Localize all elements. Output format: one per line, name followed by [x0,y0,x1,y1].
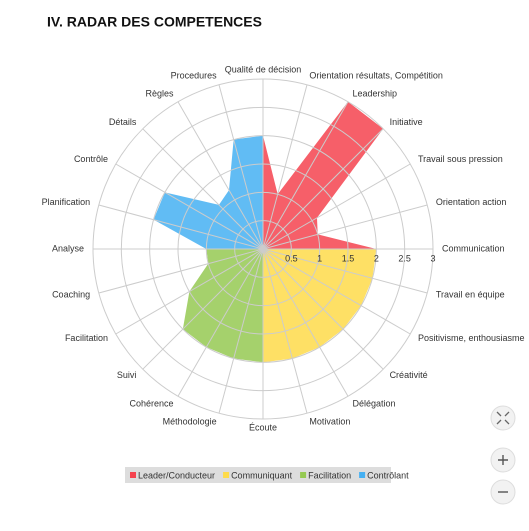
category-label: Orientation action [436,197,507,207]
spoke [142,128,264,250]
spoke [177,248,264,397]
category-label: Planification [42,197,91,207]
zoom-in-icon [498,455,508,465]
category-label: Orientation résultats, Compétition [309,70,443,80]
spoke [98,248,264,294]
category-label: Écoute [249,422,277,432]
spoke [218,248,264,414]
radial-tick-label: 2 [374,253,379,263]
radial-tick-label: 1 [317,253,322,263]
spoke [262,248,384,370]
zoom-controls [490,405,516,505]
spoke [142,248,264,370]
category-label: Cohérence [129,398,173,408]
radial-tick-label: 0.5 [285,253,298,263]
legend-box [125,467,391,483]
category-label: Contrôle [74,154,108,164]
spoke [98,204,264,250]
category-label: Qualité de décision [225,64,302,74]
series-area [153,135,263,249]
legend-label: Communiquant [231,470,293,480]
category-label: Leadership [353,88,398,98]
spoke [177,101,264,250]
category-label: Procedures [171,70,218,80]
radial-tick-label: 1.5 [342,253,355,263]
category-label: Suivi [117,370,137,380]
category-label: Facilitation [65,333,108,343]
spoke [262,128,384,250]
category-label: Communication [442,243,505,253]
spoke [218,84,264,250]
legend-swatch [223,472,230,478]
category-label: Détails [109,117,137,127]
radial-tick-label: 2.5 [398,253,411,263]
spoke [262,248,428,294]
legend-swatch [300,472,307,478]
legend-label: Contrôlant [367,470,409,480]
radial-tick-label: 3 [430,253,435,263]
category-label: Règles [145,88,174,98]
category-label: Coaching [52,290,90,300]
spoke [262,248,308,414]
legend-swatch [359,472,366,478]
category-label: Positivisme, enthousiasme [418,333,525,343]
legend: Leader/Conducteur Communiquant Facilitatio… [125,467,409,483]
spoke [262,101,349,250]
category-label: Travail en équipe [436,290,505,300]
category-label: Créativité [390,370,428,380]
series-area [182,249,263,363]
category-label: Motivation [309,416,350,426]
spoke [115,163,264,250]
category-label: Initiative [390,117,423,127]
spoke [262,248,349,397]
spoke [262,84,308,250]
spoke [262,248,411,335]
legend-label: Leader/Conducteur [138,470,215,480]
series-area [263,101,384,249]
legend-swatch [130,472,136,478]
legend-label: Facilitation [308,470,351,480]
fullscreen-icon [496,411,510,425]
category-label: Délégation [353,398,396,408]
chart-title: IV. RADAR DES COMPETENCES [47,14,262,30]
spoke [115,248,264,335]
spoke [262,204,428,250]
spoke [262,163,411,250]
category-label: Méthodologie [163,416,217,426]
category-label: Travail sous pression [418,154,503,164]
category-label: Analyse [52,243,84,253]
fullscreen-button[interactable] [490,405,516,431]
